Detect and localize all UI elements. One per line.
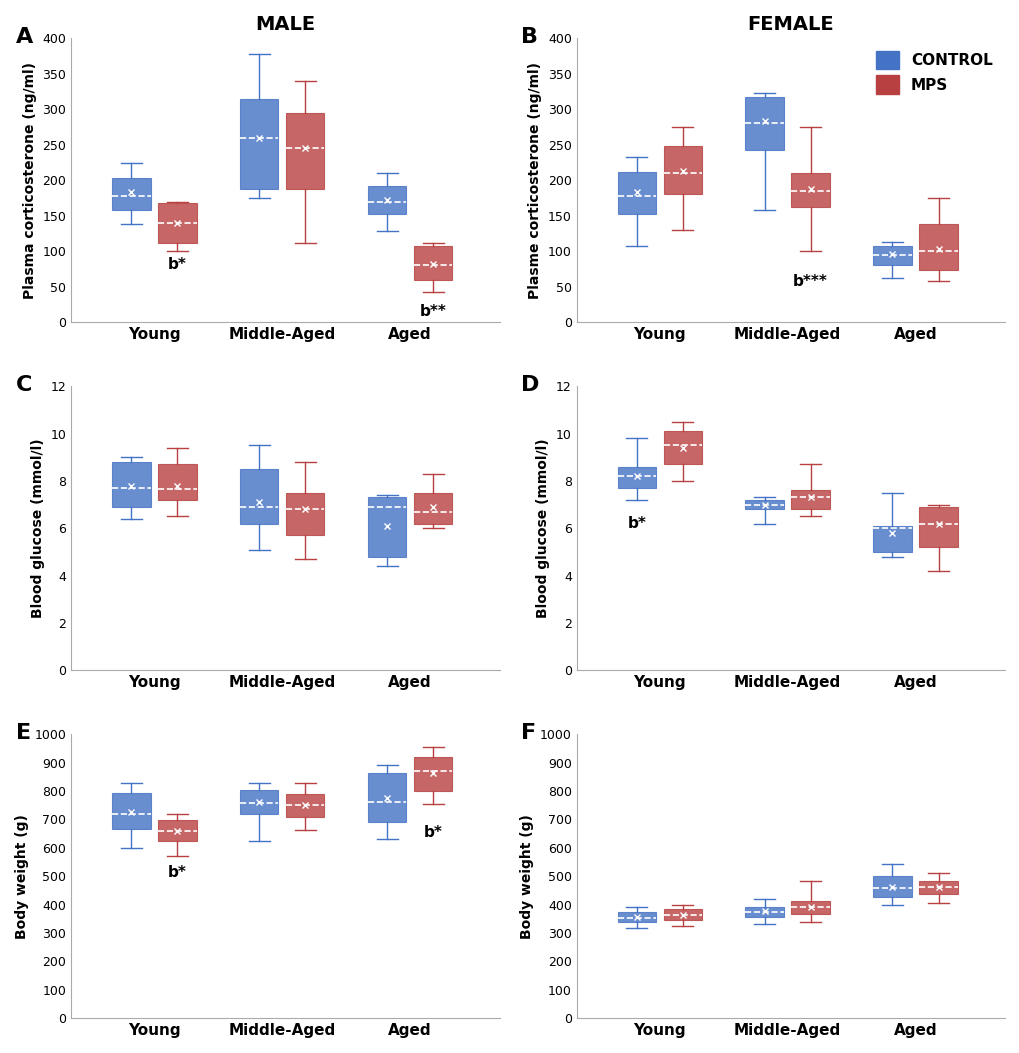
Bar xyxy=(158,464,197,500)
Bar xyxy=(663,432,701,464)
Text: E: E xyxy=(15,723,31,743)
Text: b***: b*** xyxy=(793,274,827,289)
Bar xyxy=(618,466,655,488)
Bar xyxy=(285,493,324,535)
Bar xyxy=(239,469,278,523)
Text: b*: b* xyxy=(168,865,186,880)
Bar xyxy=(368,773,406,822)
Bar xyxy=(112,178,151,210)
Y-axis label: Body weight (g): Body weight (g) xyxy=(15,814,29,938)
Bar xyxy=(158,203,197,242)
Bar xyxy=(239,790,278,814)
Bar xyxy=(791,901,829,914)
Bar xyxy=(791,173,829,206)
Bar xyxy=(918,506,957,548)
Text: A: A xyxy=(15,27,33,47)
Bar xyxy=(872,525,911,552)
Y-axis label: Blood glucose (mmol/l): Blood glucose (mmol/l) xyxy=(536,438,550,618)
Text: b*: b* xyxy=(168,257,186,272)
Bar xyxy=(872,246,911,265)
Bar xyxy=(414,493,451,523)
Bar xyxy=(872,876,911,897)
Bar xyxy=(414,246,451,280)
Bar xyxy=(663,146,701,195)
Bar xyxy=(112,793,151,830)
Bar xyxy=(791,491,829,510)
Bar xyxy=(414,757,451,791)
Bar xyxy=(618,912,655,922)
Bar xyxy=(663,910,701,920)
Title: FEMALE: FEMALE xyxy=(747,15,834,34)
Bar xyxy=(158,820,197,841)
Y-axis label: Body weight (g): Body weight (g) xyxy=(520,814,534,938)
Bar xyxy=(745,907,783,917)
Bar xyxy=(112,462,151,506)
Title: MALE: MALE xyxy=(255,15,315,34)
Text: F: F xyxy=(521,723,536,743)
Text: b**: b** xyxy=(419,304,446,319)
Bar xyxy=(745,500,783,510)
Bar xyxy=(239,99,278,188)
Bar xyxy=(285,794,324,817)
Bar xyxy=(918,224,957,271)
Bar xyxy=(918,881,957,894)
Bar xyxy=(745,97,783,150)
Text: b*: b* xyxy=(627,516,646,532)
Bar xyxy=(368,186,406,214)
Y-axis label: Plasme corticosterone (ng/ml): Plasme corticosterone (ng/ml) xyxy=(528,62,542,299)
Text: B: B xyxy=(521,27,537,47)
Bar xyxy=(368,497,406,557)
Y-axis label: Plasma corticosterone (ng/ml): Plasma corticosterone (ng/ml) xyxy=(23,62,37,299)
Bar xyxy=(285,113,324,188)
Bar xyxy=(618,172,655,214)
Y-axis label: Blood glucose (mmol/l): Blood glucose (mmol/l) xyxy=(31,438,45,618)
Legend: CONTROL, MPS: CONTROL, MPS xyxy=(870,46,997,99)
Text: b*: b* xyxy=(423,826,442,840)
Text: C: C xyxy=(15,375,32,395)
Text: D: D xyxy=(521,375,539,395)
